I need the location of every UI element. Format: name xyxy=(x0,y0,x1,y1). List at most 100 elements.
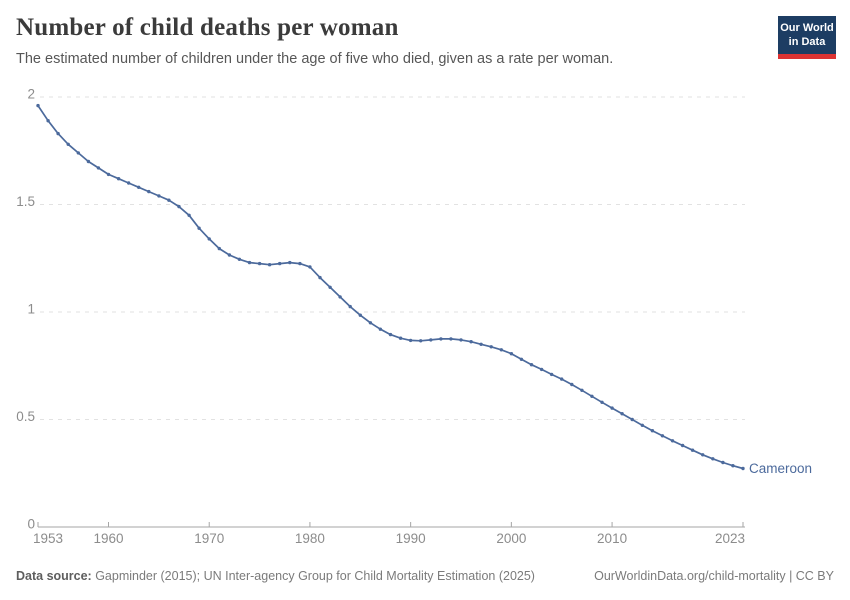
owid-link[interactable]: OurWorldinData.org/child-mortality | CC … xyxy=(594,569,834,583)
data-point xyxy=(217,246,221,251)
data-point xyxy=(197,226,201,230)
data-source-note: Data source: Gapminder (2015); UN Inter-… xyxy=(16,569,535,584)
data-point xyxy=(378,327,383,331)
data-point xyxy=(690,448,695,452)
data-point xyxy=(338,295,342,299)
data-point xyxy=(137,185,141,189)
data-point xyxy=(670,439,675,443)
data-point xyxy=(328,285,332,289)
data-point xyxy=(600,400,604,404)
data-point xyxy=(66,142,70,146)
data-point xyxy=(630,417,634,422)
data-point xyxy=(157,194,161,198)
data-point xyxy=(116,177,121,181)
owid-logo-line2: in Data xyxy=(788,36,826,49)
data-point xyxy=(660,434,665,438)
data-point xyxy=(257,261,262,266)
owid-logo: Our World in Data xyxy=(778,16,836,59)
y-axis-tick-label: 1.5 xyxy=(16,194,35,209)
data-point xyxy=(499,348,503,352)
data-point xyxy=(439,337,443,341)
chart-header: Number of child deaths per woman The est… xyxy=(16,14,760,68)
data-point xyxy=(56,131,60,136)
data-source-text: Gapminder (2015); UN Inter-agency Group … xyxy=(91,569,535,583)
data-point xyxy=(701,453,705,457)
data-point xyxy=(247,260,252,265)
data-point xyxy=(429,338,433,342)
data-point xyxy=(680,443,685,448)
data-point xyxy=(469,340,473,344)
data-point xyxy=(449,337,453,341)
data-point xyxy=(549,372,554,377)
y-axis-tick-label: 2 xyxy=(27,87,35,102)
data-source-label: Data source: xyxy=(16,569,92,583)
data-point xyxy=(650,429,655,433)
data-point xyxy=(640,423,644,427)
data-point xyxy=(388,332,393,337)
x-axis-tick-label: 1990 xyxy=(396,531,426,546)
x-axis-tick-label: 1970 xyxy=(194,531,224,546)
data-point xyxy=(76,151,81,155)
data-point xyxy=(318,275,322,280)
y-axis-tick-label: 0 xyxy=(27,517,35,532)
data-point xyxy=(519,357,524,361)
data-point xyxy=(147,189,151,194)
data-point xyxy=(167,198,171,202)
data-point xyxy=(570,382,574,387)
data-point xyxy=(237,257,242,261)
data-point xyxy=(419,339,423,343)
x-axis-tick-label: 1980 xyxy=(295,531,325,546)
data-point xyxy=(721,460,725,465)
data-point xyxy=(308,265,312,269)
data-point xyxy=(489,345,493,349)
data-point xyxy=(187,213,191,217)
x-axis-tick-label: 1953 xyxy=(33,531,63,546)
owid-logo-red-bar xyxy=(778,53,836,59)
series-end-label: Cameroon xyxy=(749,461,812,476)
data-point xyxy=(298,261,302,266)
data-point xyxy=(590,394,594,398)
owid-logo-text: Our World in Data xyxy=(778,16,836,54)
series-line-cameroon xyxy=(37,104,744,470)
data-point xyxy=(86,159,91,164)
data-point xyxy=(560,377,564,381)
x-axis-tick-label: 2000 xyxy=(496,531,526,546)
data-point xyxy=(106,172,111,177)
chart-footer: Data source: Gapminder (2015); UN Inter-… xyxy=(16,569,834,584)
data-point xyxy=(278,261,282,266)
data-point xyxy=(46,119,50,123)
data-point xyxy=(358,313,362,317)
data-point xyxy=(741,466,745,471)
y-axis-tick-label: 0.5 xyxy=(16,409,35,424)
data-point xyxy=(96,166,101,170)
x-axis-tick-label: 1960 xyxy=(93,531,123,546)
data-point xyxy=(398,336,403,340)
page-title: Number of child deaths per woman xyxy=(16,14,399,41)
data-point xyxy=(36,103,40,108)
data-point xyxy=(459,338,463,342)
data-point xyxy=(288,260,292,265)
x-axis-tick-label: 2010 xyxy=(597,531,627,546)
x-axis-tick-label: 2023 xyxy=(715,531,745,546)
data-point xyxy=(368,321,373,325)
data-point xyxy=(731,464,735,468)
data-point xyxy=(227,253,232,257)
chart-subtitle: The estimated number of children under t… xyxy=(16,50,614,67)
data-point xyxy=(408,338,413,343)
owid-logo-line1: Our World xyxy=(780,22,834,34)
data-point xyxy=(711,457,715,461)
data-point xyxy=(509,352,514,356)
data-point xyxy=(580,388,584,392)
line-chart: 0 0.5 1 1.5 2 1953 1960 1970 1980 1990 2000 2010 202… xyxy=(16,87,812,546)
data-point xyxy=(479,342,483,346)
data-point xyxy=(620,412,624,416)
data-point xyxy=(177,204,181,209)
data-point xyxy=(529,363,534,367)
data-point xyxy=(539,367,544,372)
data-point xyxy=(207,237,211,241)
data-point xyxy=(348,304,352,309)
data-point xyxy=(126,181,131,185)
chart-area: 0 0.5 1 1.5 2 1953 1960 1970 1980 1990 2000 2010 202… xyxy=(16,87,812,546)
data-point xyxy=(267,263,272,267)
